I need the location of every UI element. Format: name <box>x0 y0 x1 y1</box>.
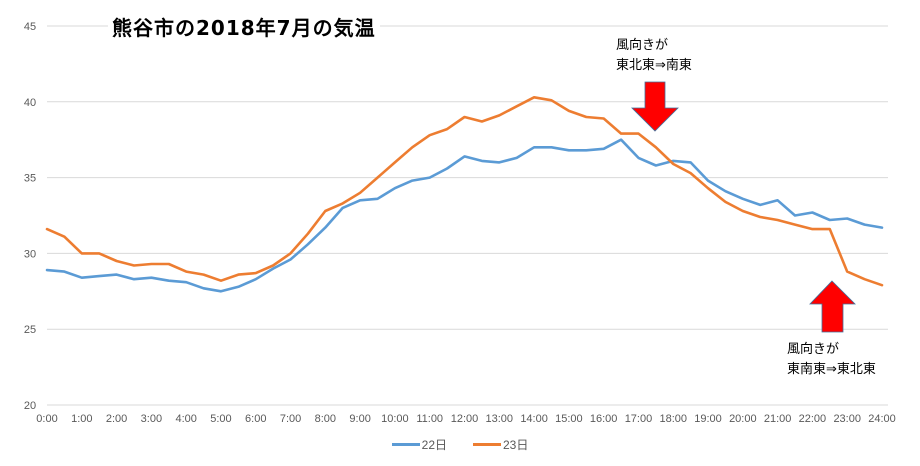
x-tick-label: 22:00 <box>799 413 827 425</box>
x-tick-label: 18:00 <box>659 413 687 425</box>
x-tick-label: 17:00 <box>625 413 653 425</box>
x-tick-label: 16:00 <box>590 413 618 425</box>
x-tick-label: 9:00 <box>349 413 370 425</box>
y-axis-ticks: 20 25 30 35 40 45 <box>24 21 36 412</box>
x-tick-label: 7:00 <box>280 413 301 425</box>
legend-item-23: 23日 <box>473 436 528 453</box>
x-tick-label: 6:00 <box>245 413 266 425</box>
annotation-wind-change-2: 風向きが 東南東⇒東北東 <box>787 340 876 380</box>
x-tick-label: 19:00 <box>694 413 722 425</box>
y-tick-label: 30 <box>24 248 36 260</box>
down-arrow-icon <box>631 81 679 132</box>
y-tick-label: 45 <box>24 21 36 33</box>
gridlines <box>47 25 888 406</box>
x-tick-label: 13:00 <box>486 413 514 425</box>
x-axis-ticks: 0:00 1:00 2:00 3:00 4:00 5:00 6:00 7:00 8:00 9:00… <box>36 413 895 425</box>
legend-label: 22日 <box>421 438 447 452</box>
annotation-line2: 東南東⇒東北東 <box>787 362 876 377</box>
up-arrow-icon <box>809 280 856 333</box>
legend-swatch-blue <box>391 443 420 446</box>
x-tick-label: 24:00 <box>868 413 896 425</box>
x-tick-label: 23:00 <box>833 413 861 425</box>
y-tick-label: 35 <box>24 173 36 185</box>
x-tick-label: 0:00 <box>36 413 57 425</box>
annotation-line1: 風向きが <box>787 342 840 357</box>
x-tick-label: 20:00 <box>729 413 757 425</box>
annotation-line1: 風向きが <box>616 38 669 53</box>
x-tick-label: 21:00 <box>764 413 792 425</box>
x-tick-label: 10:00 <box>381 413 409 425</box>
legend-item-22: 22日 <box>391 436 447 453</box>
x-tick-label: 14:00 <box>520 413 548 425</box>
legend-label: 23日 <box>503 438 529 452</box>
annotation-line2: 東北東⇒南東 <box>616 58 692 73</box>
x-tick-label: 15:00 <box>555 413 583 425</box>
series-line-1 <box>45 138 884 293</box>
x-tick-label: 4:00 <box>175 413 196 425</box>
x-tick-label: 12:00 <box>451 413 479 425</box>
x-tick-label: 5:00 <box>210 413 231 425</box>
y-tick-label: 20 <box>24 400 36 412</box>
x-tick-label: 8:00 <box>315 413 336 425</box>
y-tick-label: 40 <box>24 97 36 109</box>
annotation-wind-change-1: 風向きが 東北東⇒南東 <box>616 36 692 76</box>
x-tick-label: 2:00 <box>106 413 127 425</box>
data-series <box>45 96 884 293</box>
chart-title: 熊谷市の2018年7月の気温 <box>108 12 380 41</box>
chart-legend: 22日 23日 <box>0 436 920 453</box>
x-tick-label: 11:00 <box>416 413 443 425</box>
x-tick-label: 3:00 <box>141 413 162 425</box>
legend-swatch-orange <box>473 443 501 446</box>
series-line-2 <box>45 96 884 287</box>
x-tick-label: 1:00 <box>71 413 92 425</box>
y-tick-label: 25 <box>24 324 36 336</box>
annotation-arrows <box>631 81 856 333</box>
